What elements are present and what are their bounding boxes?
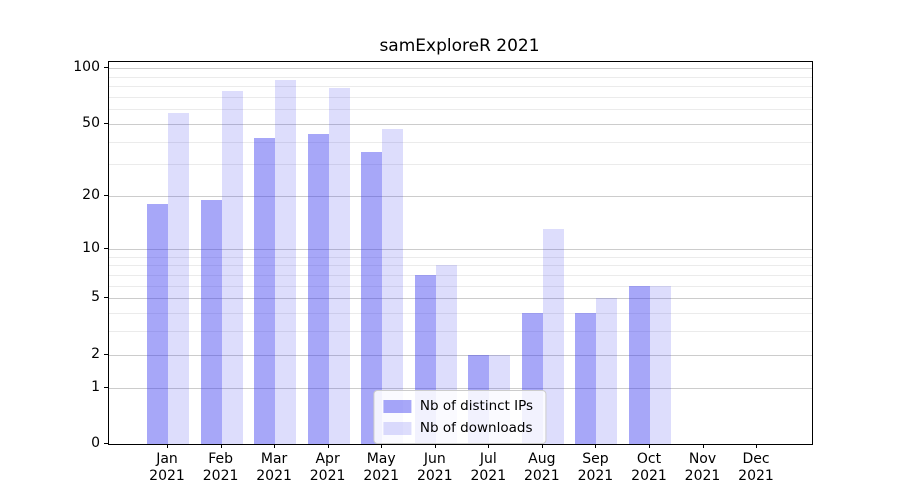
legend-label-distinct-ips: Nb of distinct IPs <box>419 398 534 414</box>
bar-distinct-ips-sep <box>575 312 597 444</box>
bar-distinct-ips-jan <box>147 204 168 444</box>
plot-area <box>108 61 813 445</box>
y-tick-label-1: 1 <box>91 378 100 395</box>
bar-downloads-apr <box>328 88 350 444</box>
gridline-major-5 <box>109 298 812 300</box>
x-tick-label-jul: Jul 2021 <box>470 451 507 484</box>
gridline-minor-90 <box>109 76 812 78</box>
y-tick-label-50: 50 <box>82 114 100 131</box>
bar-downloads-aug <box>542 229 564 444</box>
y-tick-mark <box>104 122 108 124</box>
gridline-minor-4 <box>109 312 812 314</box>
bar-distinct-ips-apr <box>307 134 329 444</box>
bar-distinct-ips-feb <box>200 200 222 444</box>
y-tick-mark <box>104 297 108 299</box>
y-tick-mark <box>104 443 108 444</box>
gridline-minor-30 <box>109 164 812 166</box>
y-tick-mark <box>104 386 108 388</box>
x-tick-mark <box>220 444 222 448</box>
x-tick-label-apr: Apr 2021 <box>309 451 346 484</box>
legend-swatch-downloads <box>382 421 411 435</box>
gridline-major-100 <box>109 68 812 70</box>
y-tick-label-0: 0 <box>91 435 100 451</box>
x-tick-label-jan: Jan 2021 <box>149 451 185 484</box>
gridline-major-50 <box>109 123 812 125</box>
x-tick-label-aug: Aug 2021 <box>523 451 560 484</box>
y-tick-mark <box>104 67 108 69</box>
x-tick-mark <box>649 444 650 448</box>
y-tick-mark <box>104 353 108 355</box>
gridline-minor-6 <box>109 285 812 287</box>
gridline-minor-8 <box>109 265 812 267</box>
legend-label-downloads: Nb of downloads <box>419 420 533 436</box>
bar-downloads-mar <box>275 80 297 444</box>
gridline-major-2 <box>109 354 812 356</box>
gridline-major-1 <box>109 387 812 389</box>
x-tick-label-nov: Nov 2021 <box>684 451 721 484</box>
gridline-minor-80 <box>109 86 812 88</box>
legend-swatch-distinct-ips <box>382 399 411 413</box>
x-tick-mark <box>756 444 757 448</box>
x-tick-label-dec: Dec 2021 <box>738 451 774 484</box>
x-tick-label-sep: Sep 2021 <box>577 451 614 484</box>
legend-item-downloads: Nb of downloads <box>382 420 533 436</box>
bar-downloads-sep <box>596 298 618 444</box>
gridline-minor-7 <box>109 274 812 276</box>
x-tick-mark <box>595 444 597 448</box>
bar-downloads-may <box>382 128 404 444</box>
bar-distinct-ips-oct <box>629 285 650 444</box>
x-tick-mark <box>167 444 168 448</box>
bar-downloads-oct <box>650 285 671 444</box>
bar-downloads-feb <box>221 91 243 444</box>
x-tick-mark <box>488 444 490 448</box>
y-tick-mark <box>104 247 108 249</box>
x-tick-label-jun: Jun 2021 <box>416 451 453 484</box>
gridline-minor-9 <box>109 256 812 258</box>
x-tick-label-mar: Mar 2021 <box>256 451 292 484</box>
x-tick-mark <box>274 444 276 448</box>
gridline-minor-40 <box>109 141 812 143</box>
y-tick-label-10: 10 <box>82 239 100 256</box>
x-tick-label-feb: Feb 2021 <box>202 451 239 484</box>
bar-distinct-ips-mar <box>254 137 276 444</box>
y-tick-label-2: 2 <box>91 345 100 362</box>
x-tick-mark <box>381 444 383 448</box>
x-tick-mark <box>702 444 704 448</box>
gridline-minor-3 <box>109 331 812 333</box>
legend: Nb of distinct IPs Nb of downloads <box>372 390 547 444</box>
x-tick-label-may: May 2021 <box>363 451 400 484</box>
gridline-minor-70 <box>109 96 812 98</box>
y-tick-mark <box>104 195 108 197</box>
bar-downloads-jan <box>168 113 189 444</box>
y-tick-label-20: 20 <box>82 187 100 204</box>
gridline-major-10 <box>109 248 812 250</box>
x-tick-mark <box>327 444 329 448</box>
y-tick-label-100: 100 <box>73 59 100 76</box>
chart-title: samExploreR 2021 <box>379 36 540 56</box>
x-tick-mark <box>434 444 436 448</box>
gridline-minor-60 <box>109 109 812 111</box>
legend-item-distinct-ips: Nb of distinct IPs <box>382 398 534 414</box>
y-tick-label-5: 5 <box>91 289 100 306</box>
x-tick-mark <box>541 444 543 448</box>
gridline-major-20 <box>109 196 812 198</box>
bar-distinct-ips-may <box>361 152 383 444</box>
x-tick-label-oct: Oct 2021 <box>631 451 667 484</box>
